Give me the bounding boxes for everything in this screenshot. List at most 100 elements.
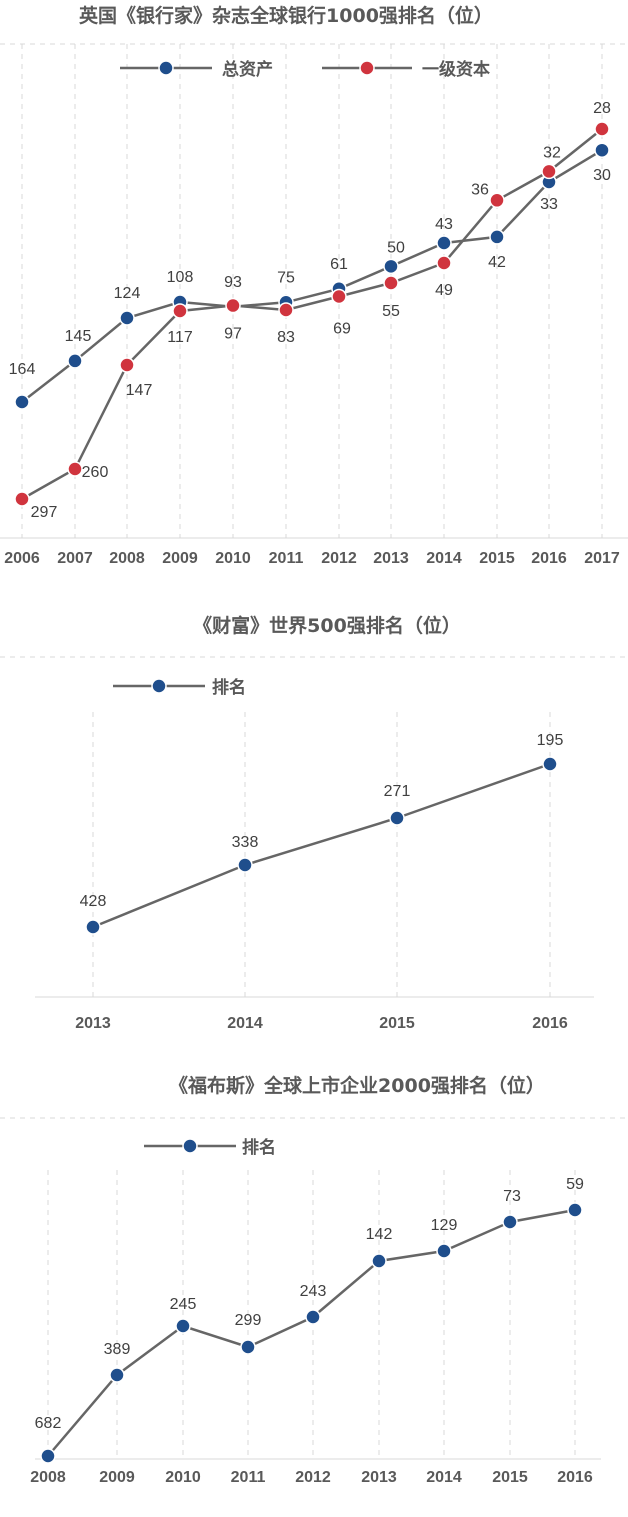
data-label: 50 [387,239,405,256]
data-label: 428 [80,893,107,910]
data-label: 97 [224,326,242,343]
data-label: 243 [300,1283,327,1300]
data-label: 33 [540,196,558,213]
legend-marker [151,678,167,694]
series-line [21,128,603,501]
data-point [489,229,505,245]
data-point [67,353,83,369]
data-point [14,394,30,410]
data-point [240,1339,256,1355]
legend-entry: 一级资本 [322,59,490,80]
x-tick-label: 2008 [30,1469,66,1486]
chart-3: 《福布斯》全球上市企业2000强排名（位） 2008 2009 2010 2011 201… [0,1074,628,1486]
x-tick-label: 2008 [109,550,145,567]
chart-title: 《福布斯》全球上市企业2000强排名（位） [169,1074,545,1097]
data-label: 129 [431,1217,458,1234]
x-tick-label: 2006 [4,550,40,567]
data-label: 195 [537,732,564,749]
data-label: 43 [435,216,453,233]
chart-1: 英国《银行家》杂志全球银行1000强排名（位） 2006 2007 2008 2009 2… [0,4,628,567]
data-label: 28 [593,100,611,117]
x-tick-label: 2009 [162,550,198,567]
x-tick-label: 2007 [57,550,93,567]
data-label: 61 [330,256,348,273]
legend-entry: 排名 [144,1137,276,1158]
data-label: 124 [114,285,141,302]
x-tick-label: 2014 [426,550,462,567]
data-label: 75 [277,269,295,286]
x-tick-label: 2011 [269,550,304,567]
data-label: 682 [35,1415,62,1432]
data-point [436,1243,452,1259]
series-line [47,1208,576,1457]
chart-2: 《财富》世界500强排名（位） 2013 2014 2015 2016 排名 428 338 2… [0,614,628,1032]
data-point [119,357,135,373]
x-tick-label: 2015 [379,1015,415,1032]
chart-title: 英国《银行家》杂志全球银行1000强排名（位） [79,4,493,27]
data-label: 147 [126,382,153,399]
data-point [541,163,557,180]
x-tick-label: 2010 [215,550,251,567]
x-tick-label: 2014 [227,1015,263,1032]
data-point [119,310,135,326]
x-tick-label: 2013 [75,1015,111,1032]
data-label: 297 [31,504,58,521]
data-point [594,142,610,158]
data-point [278,302,294,318]
x-tick-label: 2009 [99,1469,135,1486]
data-point [85,919,101,935]
data-point [172,303,188,319]
x-tick-label: 2013 [361,1469,397,1486]
data-label: 30 [593,167,611,184]
data-point [436,255,452,271]
x-tick-label: 2017 [584,550,620,567]
data-label: 145 [65,328,92,345]
data-point [40,1448,56,1464]
data-point [542,756,558,772]
data-label: 59 [566,1176,584,1193]
legend-marker [158,60,174,76]
data-label: 260 [82,464,109,481]
legend-marker [182,1138,198,1154]
x-tick-label: 2016 [557,1469,593,1486]
data-label: 117 [167,329,193,346]
series-line [21,149,603,403]
legend-label: 一级资本 [422,59,490,80]
x-tick-label: 2015 [479,550,515,567]
data-label: 299 [235,1312,262,1329]
x-tick-label: 2013 [373,550,409,567]
data-point [389,810,405,826]
data-point [567,1202,583,1218]
chart-title: 《财富》世界500强排名（位） [193,614,461,637]
data-label: 32 [543,144,561,161]
data-label: 42 [488,254,506,271]
legend-label: 总资产 [222,59,273,80]
x-tick-label: 2016 [532,1015,568,1032]
legend-entry: 总资产 [120,59,273,80]
data-label: 245 [170,1296,197,1313]
x-tick-label: 2011 [231,1469,266,1486]
data-label: 338 [232,834,259,851]
x-tick-label: 2012 [321,550,357,567]
data-point [383,258,399,275]
data-point [109,1367,125,1383]
data-point [175,1318,191,1334]
legend-label: 排名 [242,1137,276,1158]
x-tick-label: 2010 [165,1469,201,1486]
data-point [383,275,399,291]
data-label: 49 [435,282,453,299]
legend-entry: 排名 [113,677,246,698]
data-label: 69 [333,321,351,338]
x-tick-label: 2012 [295,1469,331,1486]
data-label: 389 [104,1341,131,1358]
data-label: 93 [224,274,242,291]
data-point [436,235,452,251]
data-label: 142 [366,1226,393,1243]
data-label: 271 [384,783,411,800]
data-point [331,288,347,305]
legend-marker [359,60,375,76]
data-label: 73 [503,1188,521,1205]
data-point [305,1309,321,1325]
legend-label: 排名 [212,677,246,698]
